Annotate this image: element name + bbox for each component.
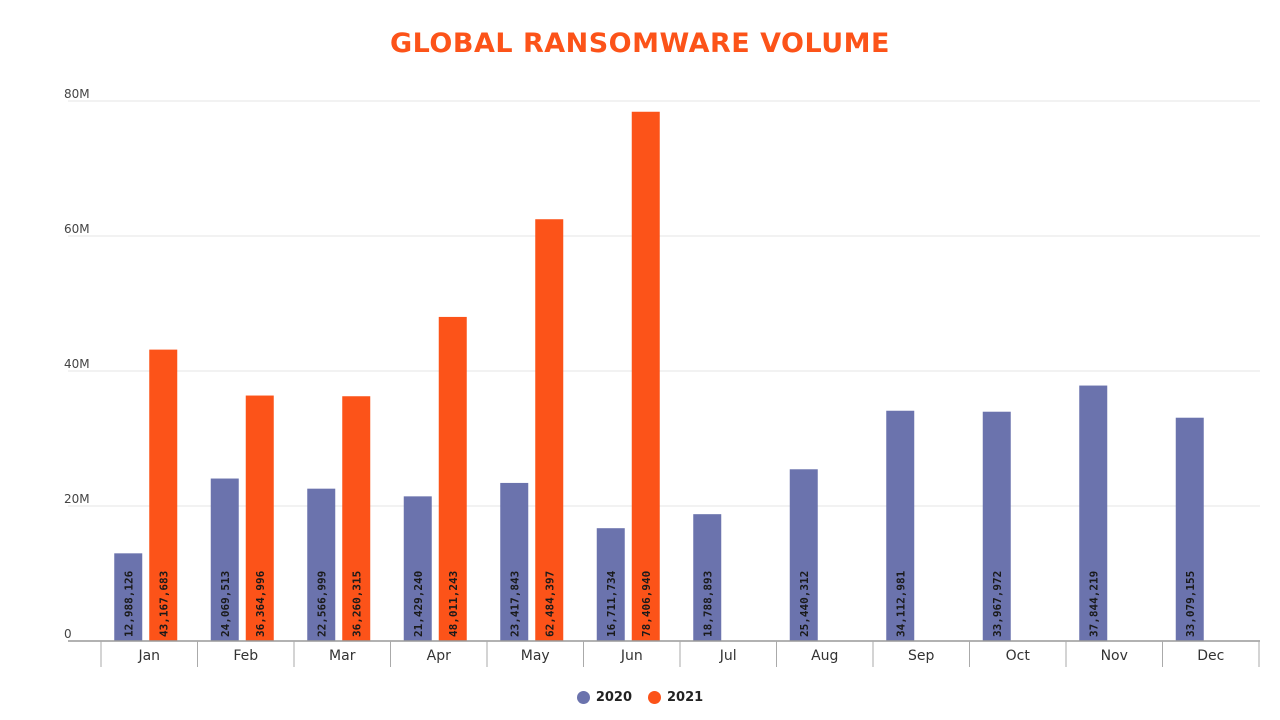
bar-2021-may[interactable] — [535, 219, 564, 641]
y-tick-label: 40M — [64, 357, 90, 371]
data-label-2020-aug: 25,440,312 — [798, 571, 811, 637]
bar-2020-sep[interactable] — [886, 410, 915, 641]
bar-2021-feb[interactable] — [245, 395, 274, 641]
bar-2020-feb[interactable] — [210, 478, 239, 641]
legend-label-2020: 2020 — [595, 690, 632, 705]
x-tick-label-may: May — [521, 648, 550, 664]
data-label-2020-mar: 22,566,999 — [315, 571, 328, 637]
x-tick-label-jun: Jun — [620, 648, 643, 664]
chart-title: GLOBAL RANSOMWARE VOLUME — [390, 28, 890, 59]
data-label-2020-feb: 24,069,513 — [219, 571, 232, 637]
bars — [114, 111, 1204, 641]
bar-2020-may[interactable] — [500, 482, 529, 641]
y-tick-label: 0 — [64, 627, 72, 641]
bar-2021-mar[interactable] — [342, 396, 371, 641]
data-label-2020-jan: 12,988,126 — [122, 570, 135, 637]
bar-2020-mar[interactable] — [307, 488, 336, 641]
data-label-2021-may: 62,484,397 — [543, 571, 556, 637]
legend: 2020 2021 — [0, 690, 1280, 705]
x-tick-label-nov: Nov — [1101, 648, 1128, 664]
bar-2020-oct[interactable] — [982, 411, 1011, 641]
data-label-2021-mar: 36,260,315 — [350, 571, 363, 637]
legend-dot-2020 — [576, 691, 590, 704]
bar-2020-apr[interactable] — [403, 496, 432, 641]
data-label-2020-jun: 16,711,734 — [605, 570, 618, 637]
bar-2020-dec[interactable] — [1175, 417, 1204, 641]
data-labels: 12,988,126 24,069,513 22,566,999 21,429,240… — [122, 570, 1197, 637]
y-tick-label: 20M — [64, 492, 90, 506]
data-label-2020-oct: 33,967,972 — [991, 571, 1004, 637]
x-tick-label-dec: Dec — [1197, 648, 1224, 664]
x-axis: Jan Feb Mar Apr May Jun Jul Aug Sep Oct Nov Dec — [68, 640, 1260, 667]
x-tick-label-feb: Feb — [233, 648, 258, 664]
legend-item-2020[interactable]: 2020 — [576, 690, 632, 705]
x-tick-label-apr: Apr — [427, 648, 451, 664]
y-tick-label: 60M — [64, 222, 90, 236]
data-label-2020-may: 23,417,843 — [508, 571, 521, 637]
bar-2020-jan[interactable] — [114, 553, 143, 641]
bar-2020-jul[interactable] — [693, 514, 722, 641]
data-label-2020-nov: 37,844,219 — [1087, 571, 1100, 637]
data-label-2020-sep: 34,112,981 — [894, 570, 907, 637]
x-tick-label-mar: Mar — [329, 648, 356, 664]
data-label-2021-feb: 36,364,996 — [254, 570, 267, 637]
data-label-2020-dec: 33,079,155 — [1184, 571, 1197, 637]
y-axis-ticks: 0 20M 40M 60M 80M — [64, 87, 90, 641]
data-label-2020-jul: 18,788,893 — [701, 571, 714, 637]
bar-2021-apr[interactable] — [438, 316, 467, 641]
legend-item-2021[interactable]: 2021 — [648, 690, 703, 705]
bar-2020-aug[interactable] — [789, 469, 818, 641]
y-tick-label: 80M — [64, 87, 90, 101]
bar-2021-jan[interactable] — [149, 349, 178, 641]
bar-2020-jun[interactable] — [596, 528, 625, 641]
x-tick-label-jul: Jul — [719, 648, 737, 664]
data-label-2020-apr: 21,429,240 — [412, 571, 425, 637]
data-label-2021-jun: 78,406,940 — [640, 571, 653, 637]
legend-label-2021: 2021 — [667, 690, 704, 705]
x-tick-label-oct: Oct — [1006, 648, 1031, 664]
bar-2021-jun[interactable] — [631, 111, 660, 641]
data-label-2021-jan: 43,167,683 — [157, 571, 170, 637]
x-tick-label-sep: Sep — [908, 648, 935, 664]
x-tick-label-jan: Jan — [137, 648, 160, 664]
legend-dot-2021 — [648, 691, 661, 704]
x-tick-label-aug: Aug — [811, 648, 838, 664]
bar-2020-nov[interactable] — [1079, 385, 1108, 641]
data-label-2021-apr: 48,011,243 — [447, 571, 460, 637]
